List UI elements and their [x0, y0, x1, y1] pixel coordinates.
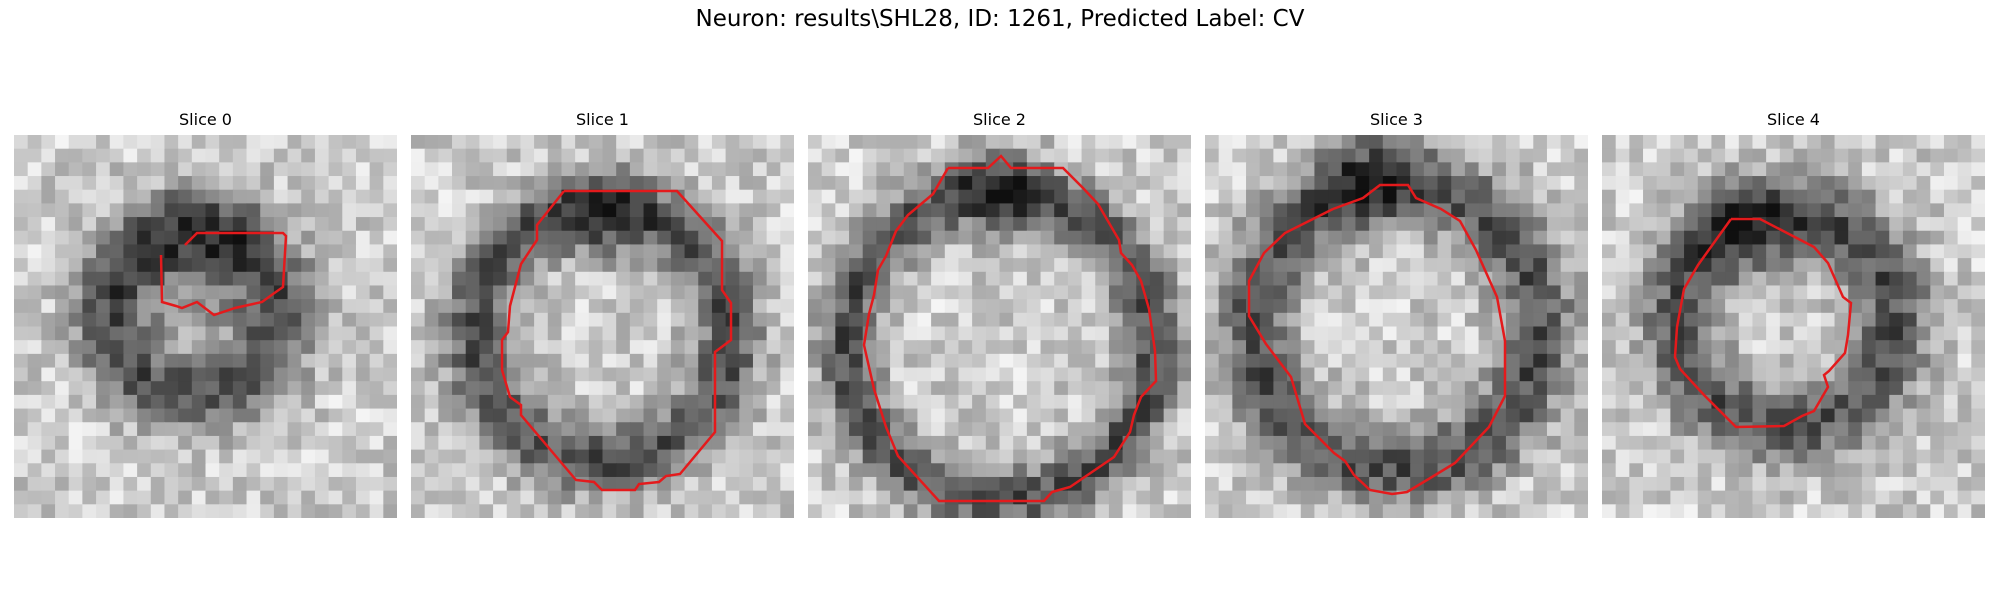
slice-panel-4: Slice 4	[1602, 108, 1985, 518]
slice-panel-3: Slice 3	[1205, 108, 1588, 518]
slice-image-2	[808, 135, 1191, 518]
contour-outline	[862, 154, 1158, 503]
slice-image-3	[1205, 135, 1588, 518]
slice-image-1	[411, 135, 794, 518]
figure-title: Neuron: results\SHL28, ID: 1261, Predict…	[695, 6, 1305, 32]
slice-title-3: Slice 3	[1370, 110, 1423, 129]
slice-panel-1: Slice 1	[411, 108, 794, 518]
slice-panel-2: Slice 2	[808, 108, 1191, 518]
contour-outline	[1247, 183, 1507, 496]
slice-image-0	[14, 135, 397, 518]
slice-title-2: Slice 2	[973, 110, 1026, 129]
contour-outline	[500, 189, 733, 492]
contour-outline	[1673, 217, 1853, 429]
slice-title-0: Slice 0	[179, 110, 232, 129]
contour-outline	[159, 231, 288, 317]
slice-title-4: Slice 4	[1767, 110, 1820, 129]
slice-title-1: Slice 1	[576, 110, 629, 129]
slice-panel-0: Slice 0	[14, 108, 397, 518]
slice-image-4	[1602, 135, 1985, 518]
